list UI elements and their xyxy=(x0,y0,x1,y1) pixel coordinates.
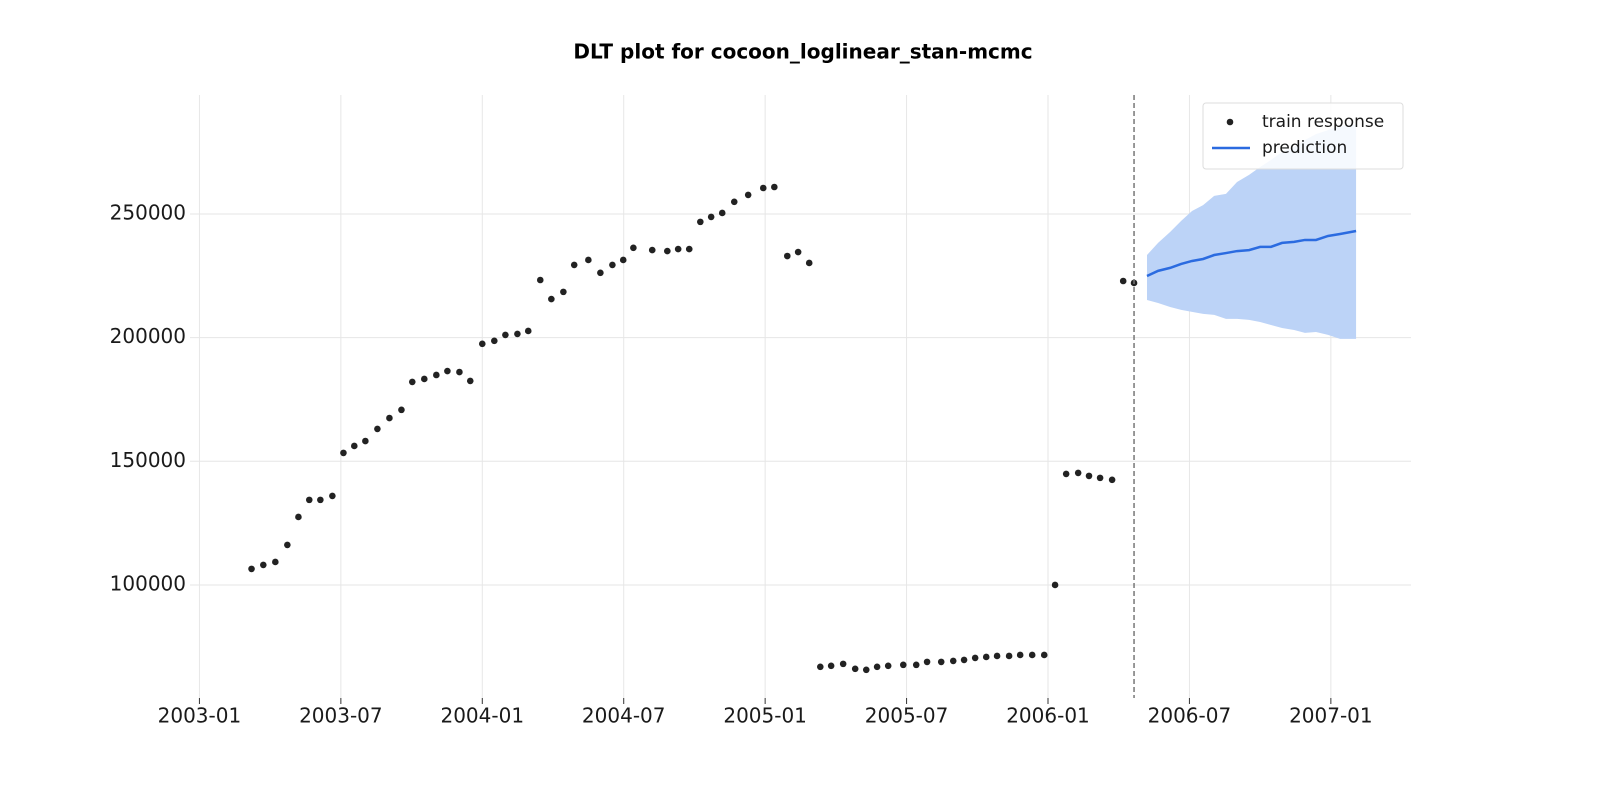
data-point xyxy=(295,513,302,521)
data-point xyxy=(466,377,474,385)
data-point xyxy=(1005,652,1013,660)
x-tick-label: 2004-01 xyxy=(440,704,524,728)
data-point xyxy=(284,541,291,549)
data-point xyxy=(784,252,791,260)
data-point xyxy=(718,209,726,217)
data-point xyxy=(862,666,870,674)
data-point xyxy=(960,656,968,664)
data-point xyxy=(648,246,656,254)
data-point xyxy=(1074,469,1082,477)
data-point xyxy=(478,340,486,348)
data-point xyxy=(993,652,1001,660)
x-tick-label: 2003-07 xyxy=(299,704,383,728)
data-point xyxy=(707,213,715,221)
data-point xyxy=(421,375,428,383)
data-point xyxy=(937,658,945,666)
data-point xyxy=(1028,651,1036,659)
data-point xyxy=(805,259,813,267)
data-point xyxy=(982,653,990,661)
data-point xyxy=(1016,651,1024,659)
data-point xyxy=(609,261,616,269)
data-point xyxy=(502,331,509,339)
data-point xyxy=(664,247,671,255)
legend-label: train response xyxy=(1262,112,1384,132)
y-tick-label: 250000 xyxy=(110,200,186,224)
data-point xyxy=(340,449,347,457)
y-tick-label: 100000 xyxy=(110,571,186,595)
data-point xyxy=(899,661,907,669)
data-point xyxy=(444,367,451,375)
data-point xyxy=(514,330,521,338)
data-point xyxy=(362,437,369,445)
data-point xyxy=(548,295,555,303)
x-tick-label: 2003-01 xyxy=(158,704,242,728)
data-point xyxy=(585,256,592,264)
data-point xyxy=(1051,581,1059,589)
data-point xyxy=(1096,474,1104,482)
data-point xyxy=(1119,277,1127,285)
data-point xyxy=(408,378,416,386)
x-tick-label: 2004-07 xyxy=(582,704,666,728)
data-point xyxy=(744,191,752,199)
data-point xyxy=(1108,476,1116,484)
data-point xyxy=(630,244,637,252)
data-point xyxy=(560,288,567,296)
data-point xyxy=(398,406,405,414)
data-point xyxy=(248,565,255,573)
chart-title: DLT plot for cocoon_loglinear_stan-mcmc xyxy=(573,40,1032,64)
data-point xyxy=(759,184,767,192)
data-point xyxy=(697,218,704,226)
y-tick-label: 200000 xyxy=(110,324,186,348)
data-point xyxy=(1085,472,1093,480)
data-point xyxy=(350,442,358,450)
data-point xyxy=(730,198,738,206)
data-point xyxy=(491,337,498,345)
data-point xyxy=(456,368,463,376)
data-point xyxy=(597,269,604,277)
prediction-band xyxy=(1147,124,1357,339)
data-point xyxy=(386,414,393,422)
x-tick-label: 2006-07 xyxy=(1148,704,1232,728)
data-point xyxy=(839,660,847,668)
data-point xyxy=(794,248,802,256)
data-point xyxy=(685,245,693,253)
data-point xyxy=(771,183,778,191)
data-point xyxy=(524,327,532,335)
x-tick-label: 2005-07 xyxy=(865,704,949,728)
data-point xyxy=(912,661,920,669)
data-point xyxy=(873,663,881,671)
data-point xyxy=(971,654,979,662)
data-point xyxy=(1040,651,1048,659)
x-tick-label: 2005-01 xyxy=(723,704,807,728)
x-tick-label: 2007-01 xyxy=(1289,704,1373,728)
data-point xyxy=(1062,470,1070,478)
data-point xyxy=(260,561,267,569)
legend-box xyxy=(1202,102,1404,170)
data-point xyxy=(619,256,627,264)
data-point xyxy=(305,496,313,504)
data-point xyxy=(317,496,324,504)
y-tick-label: 150000 xyxy=(110,448,186,472)
data-point xyxy=(272,558,279,566)
legend-marker xyxy=(1226,118,1234,126)
data-point xyxy=(329,492,336,500)
data-point xyxy=(674,245,682,253)
x-tick-label: 2006-01 xyxy=(1006,704,1090,728)
legend-label: prediction xyxy=(1262,138,1347,158)
prediction-line xyxy=(1146,229,1357,278)
data-point xyxy=(433,371,440,379)
data-point xyxy=(851,665,859,673)
data-point xyxy=(570,261,578,269)
data-point xyxy=(374,425,381,433)
data-point xyxy=(817,663,824,671)
data-point xyxy=(923,658,931,666)
data-point xyxy=(536,276,544,284)
data-point xyxy=(827,662,835,670)
data-point xyxy=(884,662,892,670)
data-point xyxy=(949,657,957,665)
